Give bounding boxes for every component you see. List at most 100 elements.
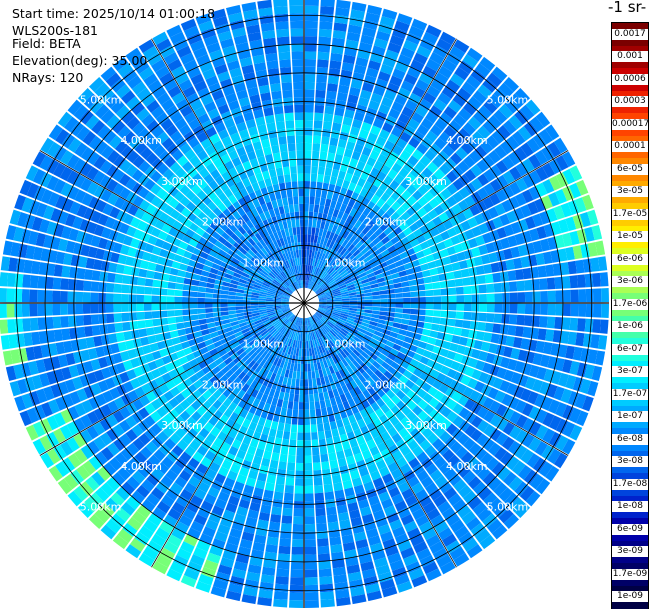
ppi-gate-cell — [252, 541, 266, 552]
ppi-gate-cell — [247, 249, 256, 257]
ppi-gate-cell — [304, 478, 314, 486]
ppi-gate-cell — [350, 79, 363, 90]
ppi-gate-cell — [86, 181, 99, 196]
ppi-gate-cell — [178, 79, 193, 92]
ppi-gate-cell — [520, 388, 532, 402]
ppi-gate-cell — [289, 385, 295, 394]
ppi-gate-cell — [145, 327, 155, 336]
ppi-gate-cell — [474, 145, 488, 159]
ppi-gate-cell — [276, 36, 290, 46]
ppi-gate-cell — [243, 524, 256, 535]
ppi-gate-cell — [189, 303, 198, 309]
ppi-gate-cell — [260, 504, 272, 514]
ppi-gate-cell — [161, 241, 172, 251]
ppi-gate-cell — [183, 347, 193, 356]
ppi-gate-cell — [276, 367, 283, 376]
ppi-gate-cell — [40, 402, 53, 417]
ppi-gate-cell — [251, 269, 260, 277]
ppi-gate-cell — [258, 309, 267, 313]
ppi-gate-cell — [258, 589, 273, 599]
ppi-gate-cell — [410, 303, 419, 309]
ppi-gate-cell — [467, 216, 478, 229]
ppi-gate-cell — [384, 49, 399, 61]
ppi-gate-cell — [121, 312, 130, 322]
ppi-gate-cell — [456, 295, 465, 303]
ppi-gate-cell — [280, 74, 292, 84]
ppi-gate-cell — [527, 391, 539, 405]
ppi-gate-cell — [75, 303, 84, 315]
ppi-gate-cell — [223, 118, 236, 129]
ppi-gate-cell — [510, 221, 522, 235]
ppi-gate-cell — [268, 192, 277, 202]
ppi-gate-cell — [486, 293, 495, 303]
ppi-gate-cell — [283, 309, 291, 314]
ppi-gate-cell — [257, 179, 266, 189]
ppi-gate-cell — [446, 227, 458, 238]
ppi-gate-cell — [468, 150, 482, 164]
azimuth-line — [303, 150, 569, 304]
ppi-gate-cell — [93, 369, 105, 382]
ppi-gate-cell — [393, 317, 402, 324]
ppi-gate-cell — [493, 482, 508, 497]
ppi-gate-cell — [130, 237, 141, 249]
ppi-gate-cell — [477, 173, 490, 187]
ppi-gate-cell — [212, 196, 223, 207]
ppi-gate-cell — [362, 315, 372, 321]
ppi-gate-cell — [310, 234, 315, 243]
ppi-gate-cell — [587, 380, 599, 397]
ppi-gate-cell — [240, 491, 253, 502]
ppi-gate-cell — [353, 368, 362, 377]
ppi-gate-cell — [241, 243, 250, 252]
ppi-gate-cell — [338, 282, 346, 288]
ppi-gate-cell — [433, 204, 445, 216]
ppi-gate-cell — [304, 104, 314, 113]
ppi-gate-cell — [313, 362, 319, 371]
ppi-gate-cell — [242, 268, 252, 276]
ppi-gate-cell — [290, 250, 295, 259]
ppi-gate-cell — [508, 196, 520, 210]
ppi-gate-cell — [170, 463, 183, 476]
ppi-gate-cell — [363, 312, 372, 318]
ppi-gate-cell — [342, 54, 356, 65]
ppi-gate-cell — [375, 136, 387, 147]
colorbar-tick-label: 0.0003 — [612, 96, 648, 108]
ppi-gate-cell — [367, 463, 378, 474]
ppi-gate-cell — [328, 240, 335, 249]
ppi-gate-cell — [387, 298, 396, 303]
ppi-gate-cell — [492, 272, 502, 283]
ppi-gate-cell — [45, 316, 54, 330]
ppi-gate-cell — [394, 287, 403, 294]
ppi-gate-cell — [273, 279, 281, 285]
ppi-gate-cell — [284, 423, 291, 432]
ppi-gate-cell — [361, 278, 370, 284]
ppi-gate-cell — [410, 297, 419, 303]
range-ring-label: 5.00km — [487, 500, 529, 513]
ppi-gate-cell — [304, 20, 318, 29]
ppi-gate-cell — [285, 260, 291, 269]
ppi-gate-cell — [190, 195, 202, 206]
ppi-gate-cell — [363, 180, 373, 191]
ppi-gate-cell — [61, 457, 76, 473]
ppi-gate-cell — [64, 379, 76, 393]
ppi-gate-cell — [106, 114, 121, 129]
ppi-gate-cell — [221, 365, 231, 375]
ppi-gate-cell — [315, 515, 327, 524]
ppi-gate-cell — [278, 136, 287, 145]
ppi-gate-cell — [102, 250, 113, 262]
ppi-gate-cell — [456, 383, 467, 395]
ppi-gate-cell — [250, 226, 259, 235]
ppi-gate-cell — [250, 297, 259, 301]
ppi-gate-cell — [181, 433, 194, 445]
ppi-gate-cell — [355, 252, 364, 260]
ppi-gate-cell — [152, 507, 167, 520]
ppi-gate-cell — [487, 518, 503, 534]
ppi-gate-cell — [108, 364, 119, 377]
ppi-gate-cell — [33, 185, 46, 202]
ppi-gate-cell — [234, 229, 243, 239]
ppi-gate-cell — [329, 318, 337, 324]
ppi-gate-cell — [411, 85, 426, 98]
ppi-gate-cell — [379, 311, 388, 316]
ppi-gate-cell — [129, 276, 139, 285]
ppi-gate-cell — [95, 199, 107, 213]
ppi-gate-cell — [282, 166, 291, 175]
